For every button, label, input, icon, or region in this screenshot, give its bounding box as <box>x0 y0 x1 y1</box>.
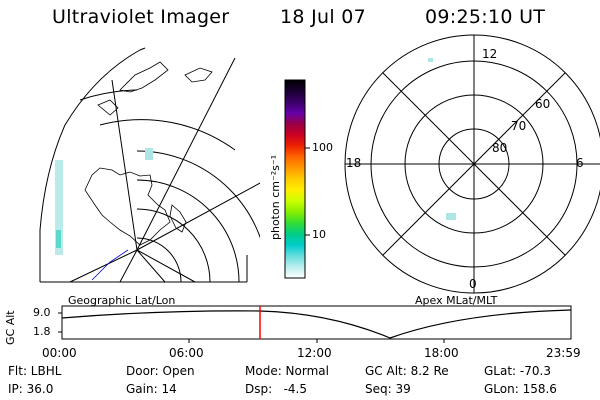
ytick-9-0: 9.0 <box>33 306 51 319</box>
ytick-1-8: 1.8 <box>33 325 51 338</box>
geographic-map <box>39 47 260 283</box>
colorbar-tick-10: 10 <box>312 228 326 241</box>
colorbar-tick-100: 100 <box>312 141 333 154</box>
info-glat: GLat: -70.3 <box>484 364 551 378</box>
lat-label-70: 70 <box>511 119 527 133</box>
info-door: Door: Open <box>126 364 195 378</box>
apex-caption: Apex MLat/MLT <box>415 294 498 307</box>
mlt-label-0: 0 <box>469 277 477 291</box>
time-label: 09:25:10 UT <box>425 6 546 28</box>
xtick-1200: 12:00 <box>297 346 332 360</box>
xtick-2359: 23:59 <box>546 346 581 360</box>
xtick-0600: 06:00 <box>169 346 204 360</box>
altitude-curve <box>61 309 572 339</box>
timeline-ylabel: GC Alt <box>4 310 17 345</box>
lat-label-80: 80 <box>492 141 508 155</box>
xtick-1800: 18:00 <box>424 346 459 360</box>
colorbar-scale <box>284 79 306 279</box>
geographic-caption: Geographic Lat/Lon <box>68 294 176 307</box>
colorbar <box>284 79 310 279</box>
info-gain: Gain: 14 <box>126 382 177 396</box>
timeline-plot <box>58 305 572 343</box>
app-title: Ultraviolet Imager <box>52 6 230 28</box>
mlt-label-6: 6 <box>576 156 584 170</box>
info-mode: Mode: Normal <box>245 364 329 378</box>
info-glon: GLon: 158.6 <box>484 382 557 396</box>
info-dsp: Dsp: -4.5 <box>245 382 308 396</box>
mlt-label-12: 12 <box>482 47 498 61</box>
polar-plot <box>344 34 600 294</box>
colorbar-unit-label: photon cm⁻²s⁻¹ <box>269 154 282 240</box>
lat-label-60: 60 <box>535 97 551 111</box>
info-gcalt: GC Alt: 8.2 Re <box>365 364 449 378</box>
date-label: 18 Jul 07 <box>280 6 367 28</box>
xtick-0000: 00:00 <box>42 346 77 360</box>
mlt-label-18: 18 <box>346 156 362 170</box>
info-flt: Flt: LBHL <box>8 364 62 378</box>
info-ip: IP: 36.0 <box>8 382 54 396</box>
info-seq: Seq: 39 <box>365 382 411 396</box>
